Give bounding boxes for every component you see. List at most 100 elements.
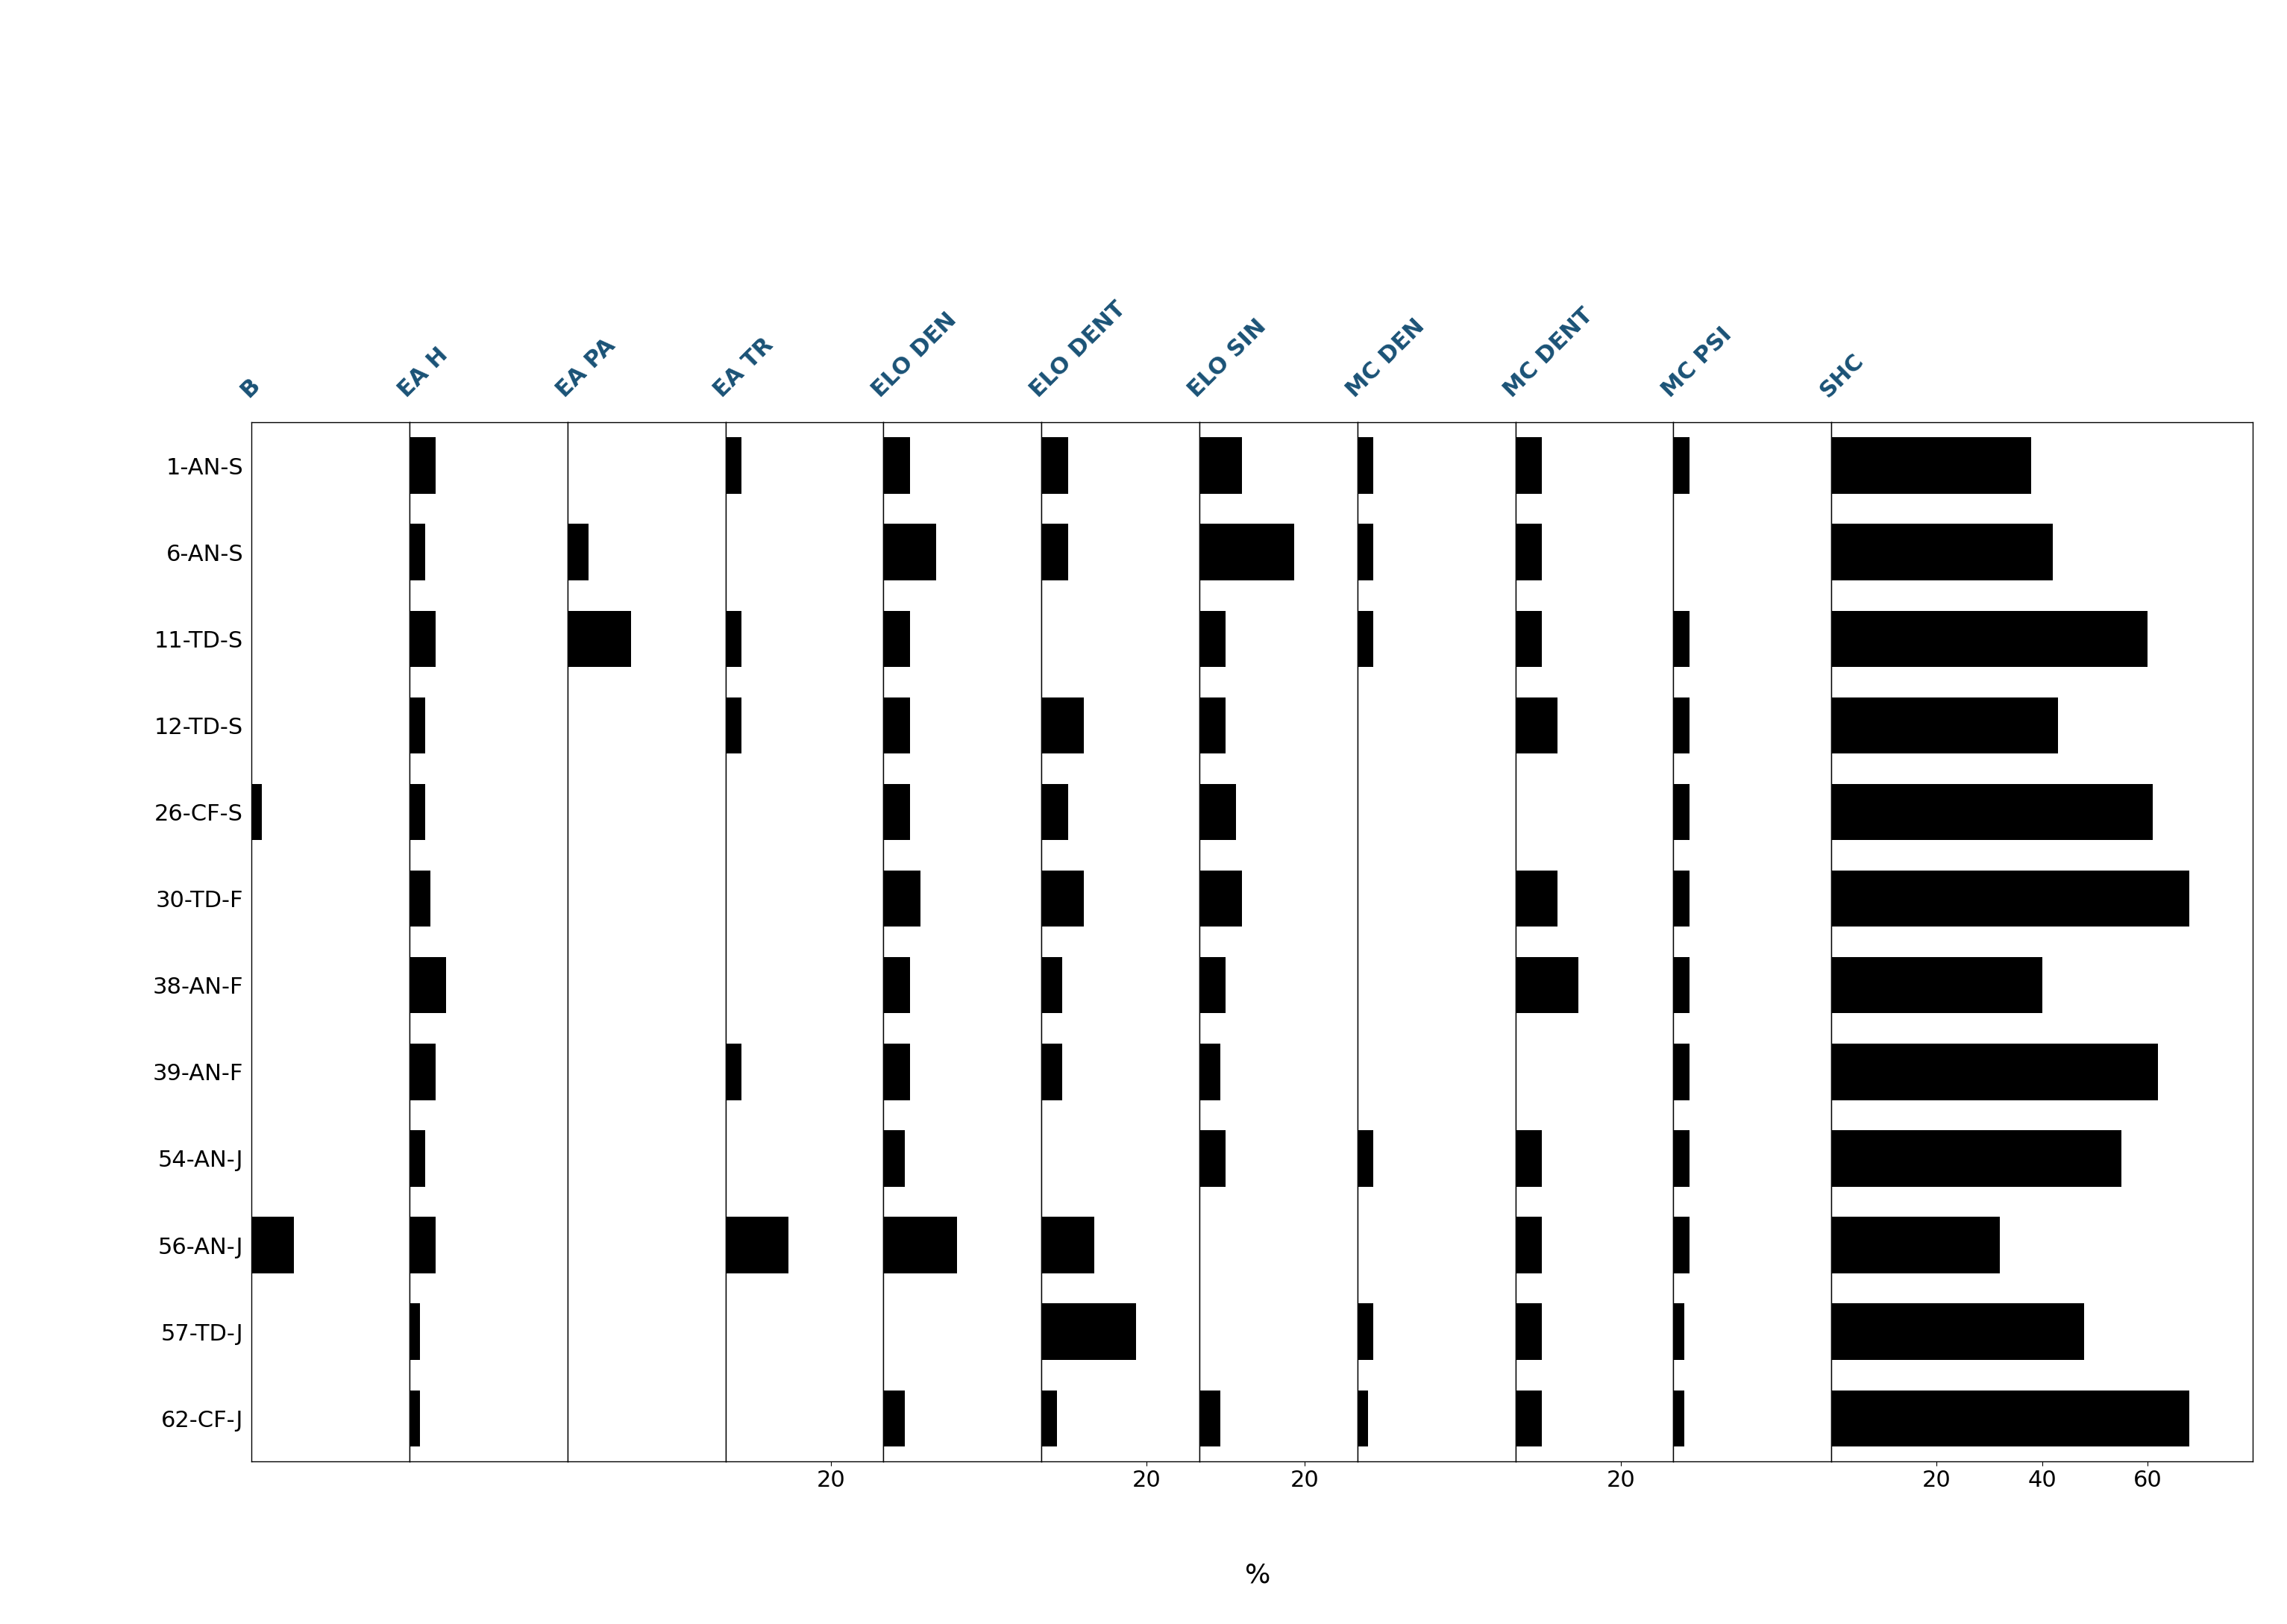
Bar [1516,697,1557,754]
Bar [883,437,910,494]
Text: ELO SIN: ELO SIN [1185,315,1269,401]
Text: EA TR: EA TR [711,335,778,401]
Bar [1832,784,2152,840]
Bar [409,1216,437,1273]
Bar [1832,697,2058,754]
Bar [1198,1130,1226,1187]
Bar [1358,1390,1368,1447]
Bar [883,611,910,667]
Bar [1674,1130,1690,1187]
Bar [1832,870,2189,927]
Bar [1516,957,1578,1013]
Text: ELO DEN: ELO DEN [869,309,961,401]
Bar [1832,1130,2120,1187]
Bar [1041,697,1084,754]
Bar [1516,1130,1541,1187]
Bar [1041,525,1068,580]
Bar [725,1216,789,1273]
Bar [409,697,425,754]
Bar [1358,1130,1372,1187]
Bar [1516,1216,1541,1273]
Bar [1832,1304,2083,1359]
Bar [1198,957,1226,1013]
Bar [1674,784,1690,840]
Bar [1041,437,1068,494]
Bar [1674,1390,1683,1447]
Text: MC DENT: MC DENT [1500,304,1596,401]
Text: MC PSI: MC PSI [1658,323,1736,401]
Bar [1041,1304,1137,1359]
Bar [1674,957,1690,1013]
Bar [1832,1216,1999,1273]
Bar [409,784,425,840]
Bar [252,784,263,840]
Bar [1041,1216,1093,1273]
Bar [1674,611,1690,667]
Bar [1198,611,1226,667]
Bar [409,1044,437,1099]
Bar [1674,870,1690,927]
Bar [883,1130,906,1187]
Text: EA H: EA H [393,344,453,401]
Bar [1674,1044,1690,1099]
Bar [1041,1390,1057,1447]
Bar [1198,525,1294,580]
Bar [1358,525,1372,580]
Bar [409,1130,425,1187]
Bar [252,1216,293,1273]
Text: %: % [1244,1562,1272,1588]
Text: EA PA: EA PA [551,335,620,401]
Bar [409,525,425,580]
Bar [1832,1390,2189,1447]
Bar [725,1044,741,1099]
Text: B: B [236,374,263,401]
Bar [1516,437,1541,494]
Bar [883,784,910,840]
Bar [883,1044,910,1099]
Bar [1198,870,1242,927]
Bar [1516,525,1541,580]
Bar [409,437,437,494]
Bar [409,1304,421,1359]
Bar [1358,437,1372,494]
Bar [1674,1304,1683,1359]
Text: ELO DENT: ELO DENT [1027,297,1130,401]
Bar [725,611,741,667]
Bar [1041,784,1068,840]
Bar [1516,1390,1541,1447]
Bar [1041,1044,1063,1099]
Bar [1358,611,1372,667]
Bar [1041,957,1063,1013]
Bar [409,1390,421,1447]
Bar [409,870,430,927]
Bar [1516,611,1541,667]
Bar [883,870,919,927]
Bar [883,1216,958,1273]
Bar [1674,437,1690,494]
Bar [1516,870,1557,927]
Bar [1674,697,1690,754]
Bar [1832,437,2031,494]
Bar [1832,525,2051,580]
Bar [725,697,741,754]
Bar [1198,784,1237,840]
Bar [1674,1216,1690,1273]
Bar [725,437,741,494]
Bar [567,611,631,667]
Text: SHC: SHC [1816,349,1868,401]
Bar [1198,697,1226,754]
Bar [409,611,437,667]
Bar [567,525,588,580]
Bar [1198,1044,1221,1099]
Bar [883,525,935,580]
Text: MC DEN: MC DEN [1342,315,1429,401]
Bar [1832,611,2147,667]
Bar [1041,870,1084,927]
Bar [1516,1304,1541,1359]
Bar [1358,1304,1372,1359]
Bar [883,697,910,754]
Bar [1832,1044,2159,1099]
Bar [1198,437,1242,494]
Bar [1198,1390,1221,1447]
Bar [883,957,910,1013]
